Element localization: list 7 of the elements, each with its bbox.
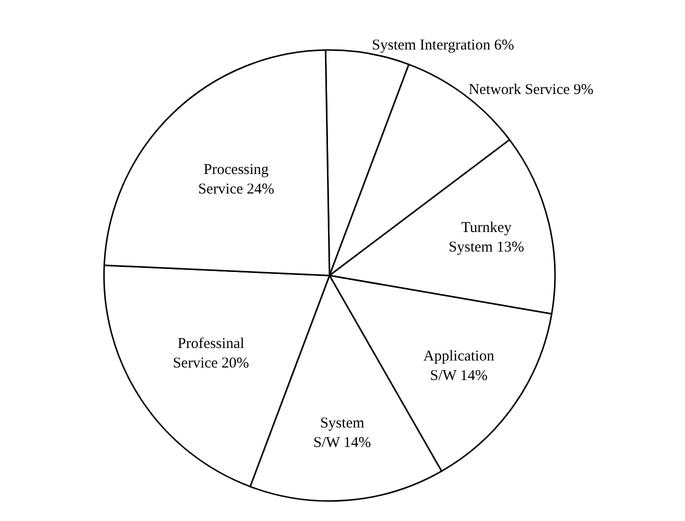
slice-label: System Intergration 6% [372, 38, 514, 54]
slice-label: Turnkey System 13% [448, 220, 524, 256]
slice-label: Network Service 9% [468, 82, 594, 98]
slice-label: Professinal Service 20% [172, 336, 250, 372]
slice-label: Processing Service 24% [198, 162, 274, 198]
slice-label: Application S/W 14% [423, 348, 495, 384]
slice-label: System S/W 14% [313, 415, 372, 451]
